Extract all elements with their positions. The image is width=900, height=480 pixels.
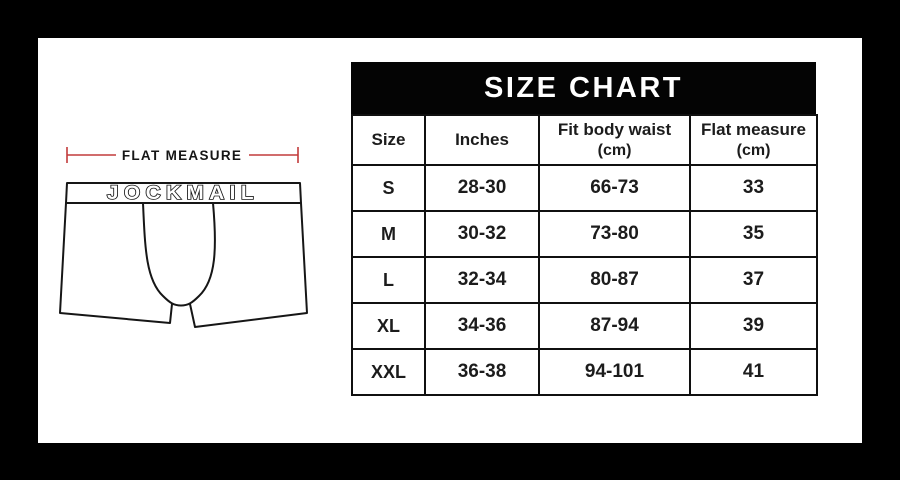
col-header-size: Size <box>351 114 426 166</box>
cell-inches: 36-38 <box>424 348 540 396</box>
col-header-flat-measure-label: Flat measure <box>701 120 806 140</box>
cell-fit-body-waist: 80-87 <box>538 256 691 304</box>
cell-size: S <box>351 164 426 212</box>
cell-inches: 34-36 <box>424 302 540 350</box>
size-chart-table: Size Inches Fit body waist (cm) Flat mea… <box>351 114 818 396</box>
cell-size: XXL <box>351 348 426 396</box>
table-row-xxl: XXL 36-38 94-101 41 <box>351 348 818 396</box>
content-canvas: FLAT MEASURE JOCKMAIL SIZE CHART <box>38 38 862 443</box>
left-leg-outline <box>59 202 173 324</box>
cell-fit-body-waist: 66-73 <box>538 164 691 212</box>
cell-fit-body-waist: 87-94 <box>538 302 691 350</box>
col-header-fit-body-waist: Fit body waist (cm) <box>538 114 691 166</box>
cell-inches: 32-34 <box>424 256 540 304</box>
header-row: Size Inches Fit body waist (cm) Flat mea… <box>351 114 818 166</box>
cell-flat-measure: 39 <box>689 302 818 350</box>
boxer-briefs-illustration: FLAT MEASURE JOCKMAIL <box>59 147 308 328</box>
pouch-seam <box>142 202 216 307</box>
table-row-s: S 28-30 66-73 33 <box>351 164 818 212</box>
size-chart-title: SIZE CHART <box>351 62 816 114</box>
col-header-flat-measure-unit: (cm) <box>736 141 771 159</box>
cell-size: L <box>351 256 426 304</box>
boxer-shorts-drawing <box>59 182 308 328</box>
flat-measure-dimension-line <box>66 147 299 163</box>
table-row-m: M 30-32 73-80 35 <box>351 210 818 258</box>
cell-size: M <box>351 210 426 258</box>
cell-size: XL <box>351 302 426 350</box>
cell-fit-body-waist: 94-101 <box>538 348 691 396</box>
cell-flat-measure: 33 <box>689 164 818 212</box>
cell-inches: 28-30 <box>424 164 540 212</box>
brand-label: JOCKMAIL <box>107 183 259 204</box>
size-chart: SIZE CHART Size Inches <box>351 62 818 396</box>
flat-measure-label: FLAT MEASURE <box>122 148 242 163</box>
col-header-inches-label: Inches <box>455 130 509 150</box>
table-row-xl: XL 34-36 87-94 39 <box>351 302 818 350</box>
col-header-fit-body-waist-unit: (cm) <box>597 141 632 159</box>
right-leg-outline <box>189 202 308 328</box>
col-header-size-label: Size <box>371 130 406 150</box>
col-header-flat-measure: Flat measure (cm) <box>689 114 818 166</box>
cell-fit-body-waist: 73-80 <box>538 210 691 258</box>
cell-flat-measure: 35 <box>689 210 818 258</box>
cell-flat-measure: 41 <box>689 348 818 396</box>
col-header-fit-body-waist-label: Fit body waist <box>557 120 672 140</box>
col-header-inches: Inches <box>424 114 540 166</box>
cell-inches: 30-32 <box>424 210 540 258</box>
table-row-l: L 32-34 80-87 37 <box>351 256 818 304</box>
cell-flat-measure: 37 <box>689 256 818 304</box>
